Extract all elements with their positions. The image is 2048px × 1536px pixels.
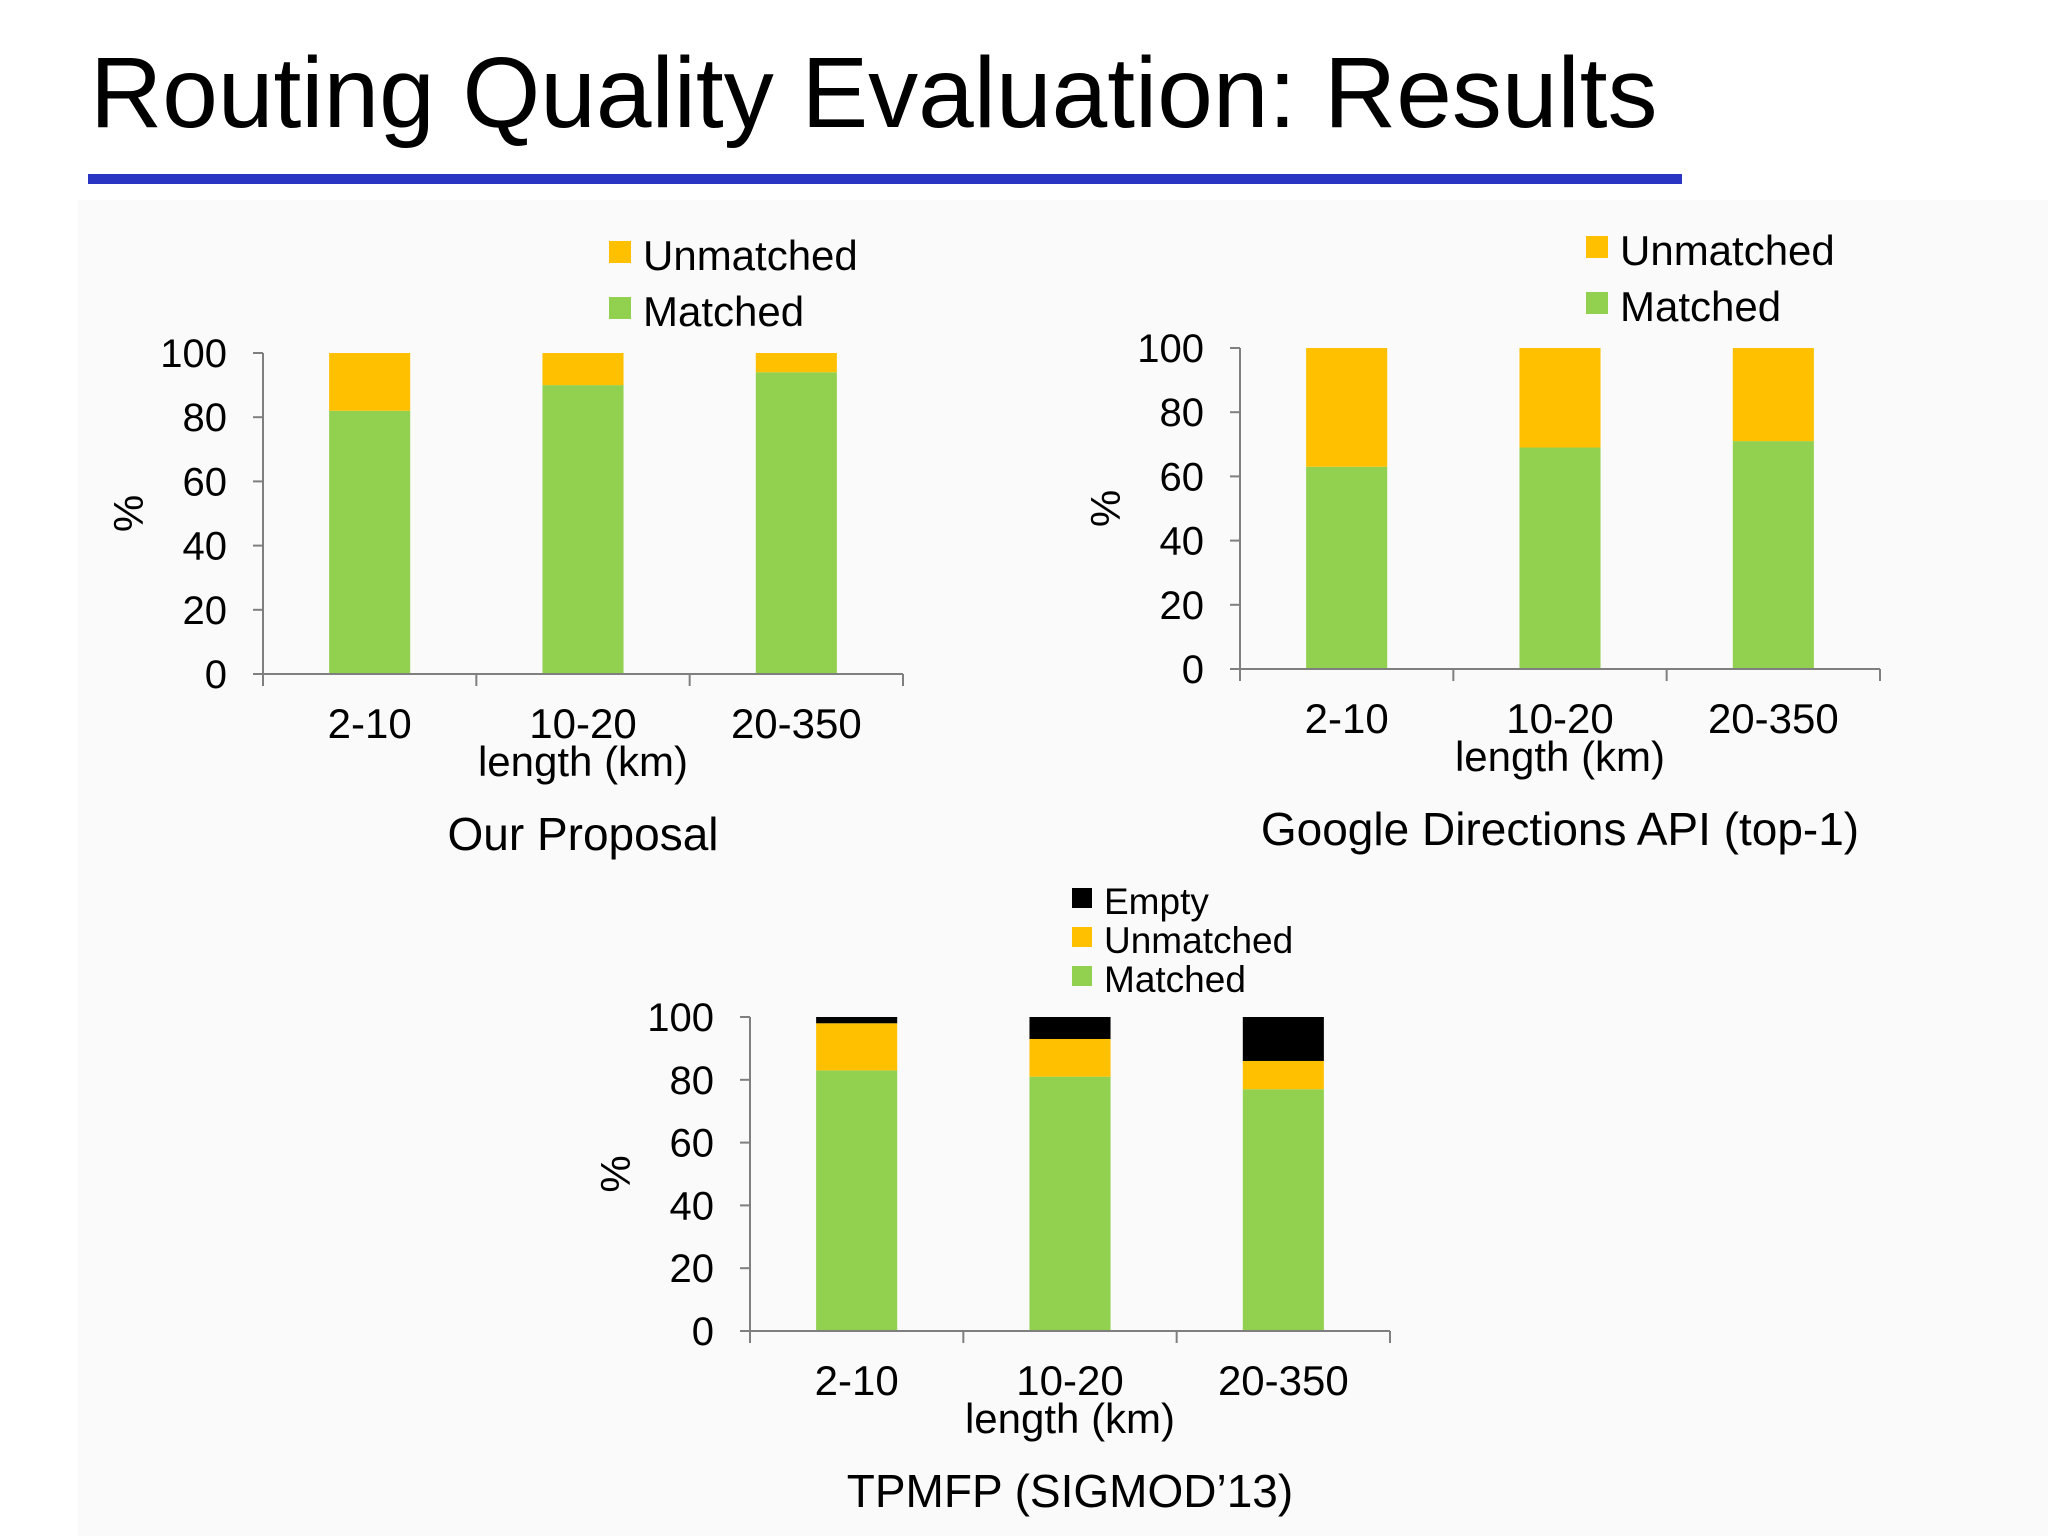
y-tick-label: 40: [1160, 520, 1205, 564]
slide-title: Routing Quality Evaluation: Results: [90, 37, 1658, 149]
bar-unmatched-2-10: [1306, 348, 1388, 467]
legend-label-matched: Matched: [1620, 283, 1781, 330]
x-axis-title: length (km): [965, 1395, 1175, 1442]
bar-unmatched-20-350: [1242, 1060, 1324, 1090]
bar-unmatched-10-20: [542, 353, 624, 386]
chart-caption: Google Directions API (top-1): [1261, 803, 1859, 855]
y-tick-label: 20: [670, 1247, 715, 1291]
bar-unmatched-2-10: [329, 353, 411, 411]
legend-swatch-matched: [1586, 292, 1608, 314]
chart-2: 0 20 40 60 80 100 2-10 10-20 20-350 length (km)% G…: [1082, 227, 1881, 855]
legend-swatch-unmatched: [1072, 927, 1092, 947]
legend-label-unmatched: Unmatched: [1104, 920, 1293, 961]
x-tick-label: 2-10: [328, 700, 412, 747]
bar-matched-10-20: [542, 385, 624, 674]
legend-label-unmatched: Unmatched: [1620, 227, 1835, 274]
x-tick-label: 2-10: [815, 1357, 899, 1404]
bar-unmatched-20-350: [1732, 348, 1814, 442]
x-axis-title: length (km): [478, 738, 688, 785]
bar-matched-20-350: [1732, 441, 1814, 669]
legend-label-matched: Matched: [643, 288, 804, 335]
y-tick-label: 0: [692, 1310, 714, 1354]
bar-empty-2-10: [816, 1017, 898, 1024]
y-axis-title: %: [1082, 490, 1129, 527]
bar-matched-2-10: [1306, 466, 1388, 669]
bar-unmatched-20-350: [755, 353, 837, 373]
title-underline: [88, 174, 1682, 184]
y-tick-label: 80: [670, 1059, 715, 1103]
bar-unmatched-10-20: [1519, 348, 1601, 448]
legend-swatch-unmatched: [1586, 236, 1608, 258]
legend-swatch-matched: [609, 297, 631, 319]
x-tick-label: 20-350: [1218, 1357, 1349, 1404]
x-tick-label: 10-20: [1506, 695, 1613, 742]
y-tick-label: 0: [205, 653, 227, 697]
bar-empty-20-350: [1242, 1017, 1324, 1061]
legend-label-unmatched: Unmatched: [643, 232, 858, 279]
y-tick-label: 40: [183, 525, 228, 569]
bar-matched-2-10: [816, 1070, 898, 1331]
y-tick-label: 0: [1182, 648, 1204, 692]
y-tick-label: 100: [1137, 327, 1204, 371]
legend-swatch-matched: [1072, 966, 1092, 986]
y-tick-label: 100: [647, 996, 714, 1040]
legend-label-matched: Matched: [1104, 959, 1246, 1000]
x-tick-label: 20-350: [731, 700, 862, 747]
x-tick-label: 2-10: [1305, 695, 1389, 742]
bar-matched-2-10: [329, 410, 411, 674]
y-axis-title: %: [105, 495, 152, 532]
y-tick-label: 60: [183, 460, 228, 504]
y-tick-label: 60: [1160, 455, 1205, 499]
x-axis-title: length (km): [1455, 733, 1665, 780]
bar-matched-20-350: [755, 372, 837, 674]
chart-3: 0 20 40 60 80 100 2-10 10-20 20-350 length (km)% T…: [592, 881, 1391, 1517]
y-tick-label: 20: [183, 589, 228, 633]
bar-empty-10-20: [1029, 1017, 1111, 1039]
y-tick-label: 40: [670, 1184, 715, 1228]
y-tick-label: 80: [1160, 391, 1205, 435]
bar-unmatched-10-20: [1029, 1038, 1111, 1077]
legend-swatch-empty: [1072, 888, 1092, 908]
x-tick-label: 10-20: [529, 700, 636, 747]
bar-matched-10-20: [1029, 1076, 1111, 1331]
chart-1: 0 20 40 60 80 100 2-10 10-20 20-350 length (km)% O…: [105, 232, 904, 860]
y-tick-label: 60: [670, 1122, 715, 1166]
legend-swatch-unmatched: [609, 241, 631, 263]
chart-caption: TPMFP (SIGMOD’13): [847, 1465, 1293, 1517]
y-tick-label: 80: [183, 396, 228, 440]
bar-matched-20-350: [1242, 1089, 1324, 1331]
y-tick-label: 20: [1160, 584, 1205, 628]
y-axis-title: %: [592, 1155, 639, 1192]
x-tick-label: 10-20: [1016, 1357, 1123, 1404]
legend-label-empty: Empty: [1104, 881, 1209, 922]
y-tick-label: 100: [160, 332, 227, 376]
chart-caption: Our Proposal: [447, 808, 718, 860]
x-tick-label: 20-350: [1708, 695, 1839, 742]
bar-unmatched-2-10: [816, 1023, 898, 1071]
bar-matched-10-20: [1519, 447, 1601, 669]
